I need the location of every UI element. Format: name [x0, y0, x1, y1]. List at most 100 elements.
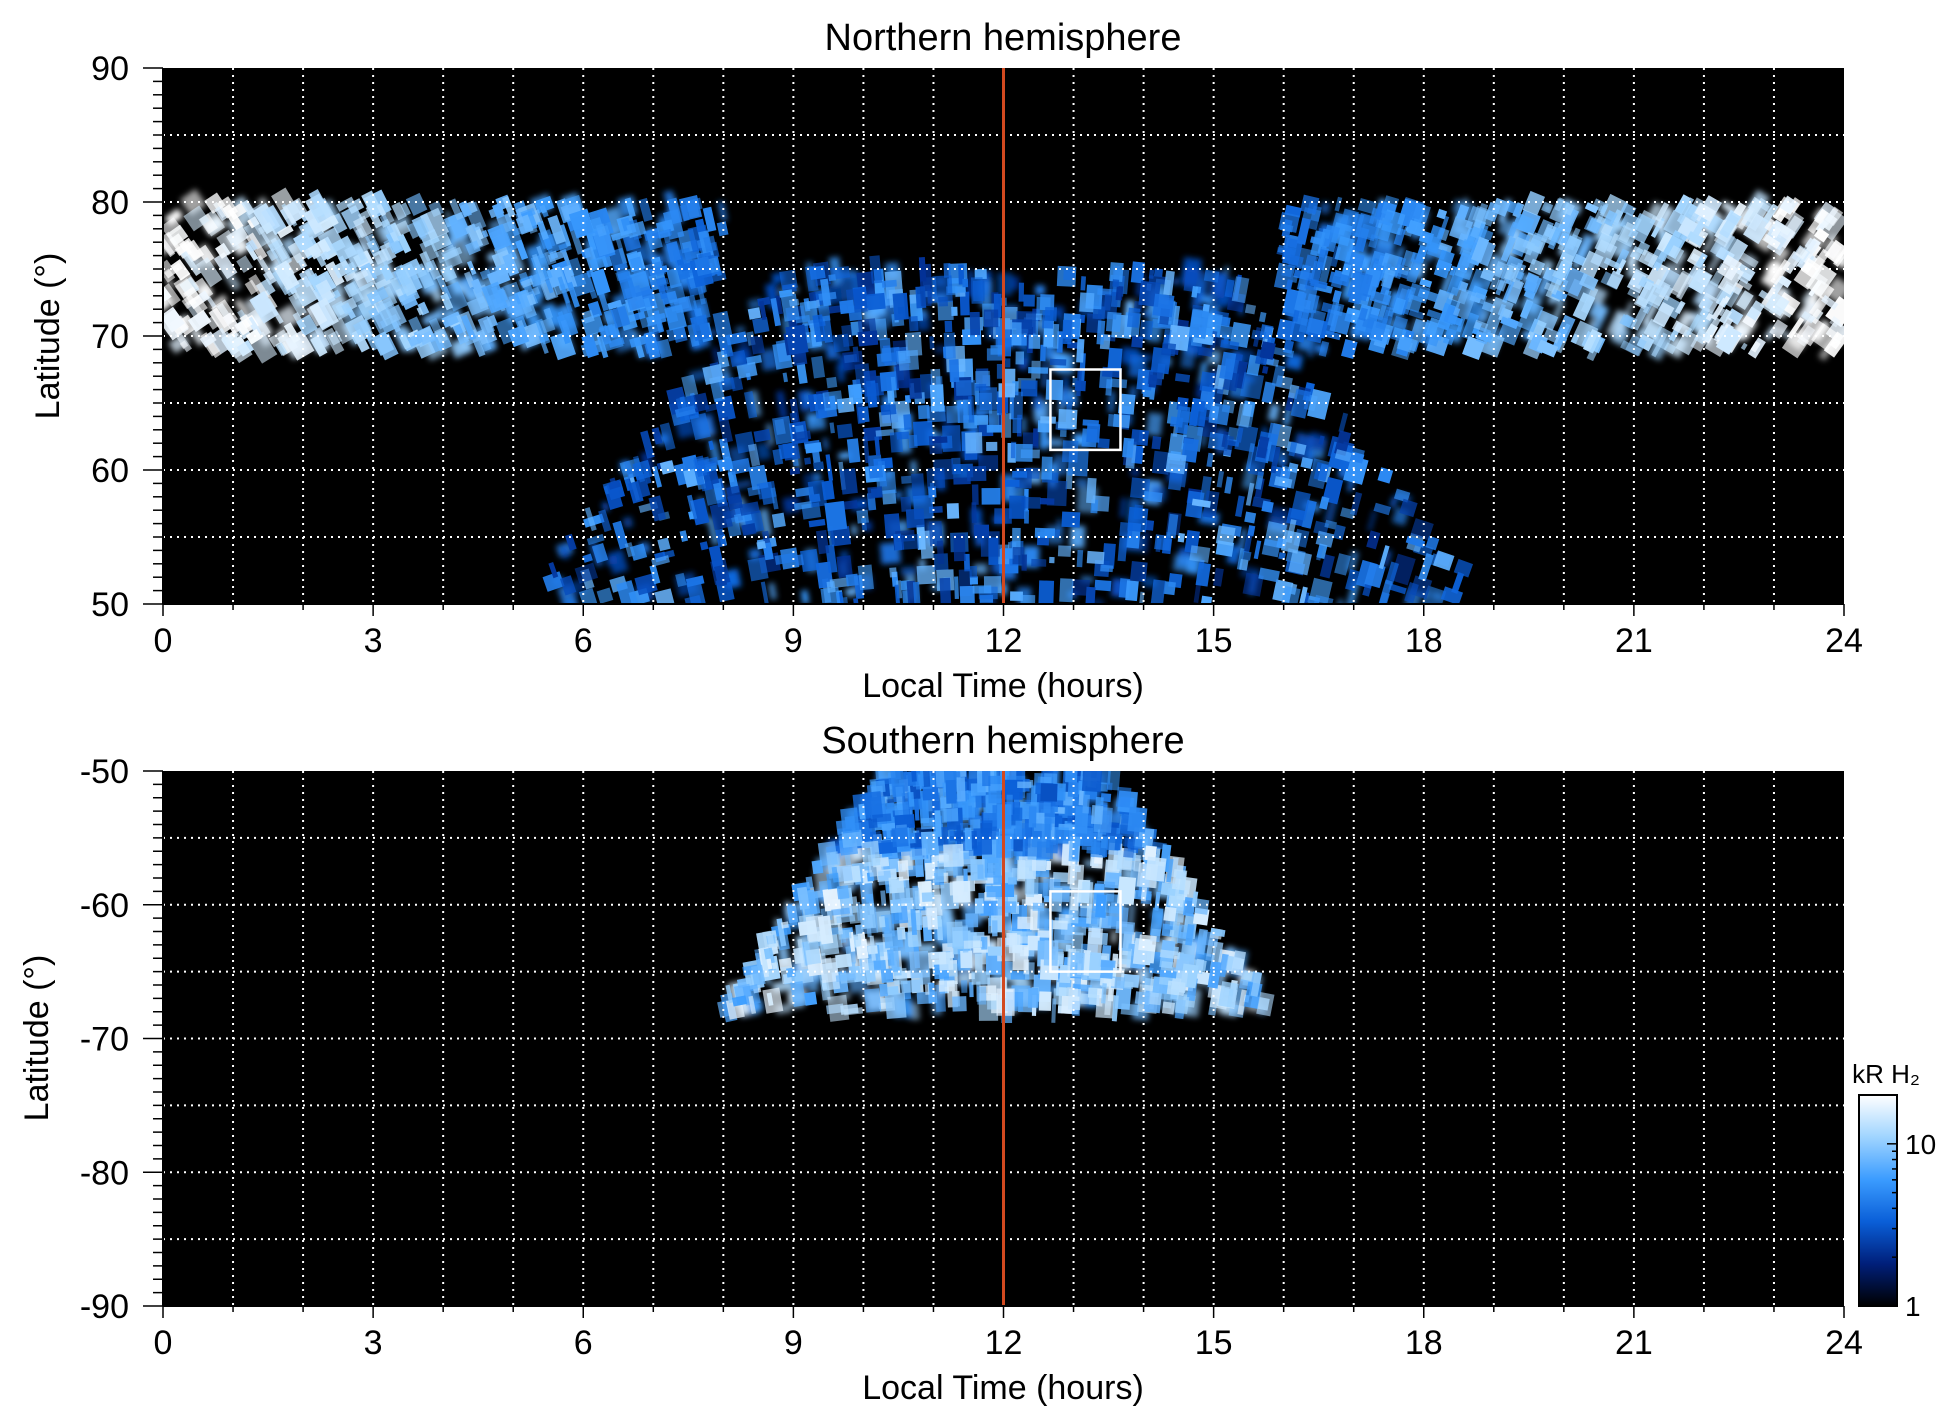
heat-cell: [939, 577, 952, 604]
heat-cell: [1138, 934, 1157, 952]
heat-cell: [1425, 224, 1446, 254]
y-tick-label: 90: [91, 50, 129, 88]
heat-cell: [1055, 829, 1070, 845]
heat-cell: [343, 282, 359, 298]
heat-cell: [1069, 952, 1085, 978]
heat-cell: [1538, 258, 1555, 277]
heat-cell: [973, 828, 993, 855]
heat-cell: [1328, 271, 1351, 287]
heat-cell: [1449, 216, 1474, 242]
heat-cell: [765, 423, 776, 446]
heat-cell: [686, 494, 698, 520]
heat-cell: [659, 460, 676, 475]
heat-cell: [1796, 325, 1816, 347]
heat-cell: [877, 460, 888, 487]
heat-cell: [1145, 519, 1155, 531]
heat-cell: [881, 279, 897, 288]
heat-cell: [862, 436, 870, 464]
heat-cell: [846, 438, 861, 463]
heat-cell: [372, 248, 389, 265]
heat-cell: [606, 549, 629, 575]
heat-cell: [891, 827, 909, 848]
heat-cell: [917, 404, 930, 420]
heat-cell: [1012, 471, 1028, 478]
heat-cell: [1161, 342, 1177, 357]
heat-cell: [1119, 497, 1126, 518]
heat-cell: [729, 349, 747, 368]
heat-cell: [1256, 436, 1270, 459]
heat-cell: [1641, 301, 1659, 327]
heat-cell: [887, 985, 899, 996]
heat-cell: [889, 945, 900, 972]
south-title: Southern hemisphere: [821, 720, 1184, 762]
heat-cell: [562, 264, 578, 289]
heat-cell: [1472, 205, 1496, 227]
heat-cell: [943, 332, 956, 360]
heat-cell: [1334, 553, 1351, 576]
heat-cell: [556, 312, 579, 339]
heat-cell: [654, 588, 675, 604]
heat-cell: [772, 415, 794, 445]
heat-cell: [1115, 786, 1132, 808]
heat-cell: [1770, 259, 1791, 286]
heat-cell: [341, 302, 353, 315]
x-tick-label: 9: [784, 622, 803, 660]
north-xlabel: Local Time (hours): [862, 667, 1144, 705]
heat-cell: [1651, 325, 1675, 351]
heat-cell: [266, 248, 279, 262]
heat-cell: [1288, 550, 1312, 576]
heat-cell: [1811, 248, 1831, 270]
heat-cell: [1777, 275, 1792, 288]
heat-cell: [944, 320, 953, 333]
heat-cell: [292, 231, 314, 253]
heat-cell: [687, 323, 700, 347]
heat-cell: [826, 376, 838, 389]
heat-cell: [550, 331, 577, 361]
heat-cell: [1676, 197, 1695, 224]
heat-cell: [610, 305, 631, 329]
heat-cell: [1287, 254, 1304, 270]
heat-cell: [916, 565, 937, 585]
heat-cell: [1191, 891, 1199, 908]
heat-cell: [986, 886, 1002, 898]
heat-cell: [1117, 393, 1136, 415]
heat-cell: [1316, 544, 1324, 561]
heat-cell: [626, 220, 647, 239]
heat-cell: [1088, 952, 1102, 980]
heat-cell: [1097, 438, 1110, 449]
heat-cell: [502, 196, 516, 218]
heat-cell: [1702, 316, 1721, 342]
heat-cell: [1451, 571, 1465, 594]
heat-cell: [1823, 331, 1844, 358]
x-tick-label: 6: [574, 622, 593, 660]
heat-cell: [1406, 219, 1426, 237]
heat-cell: [901, 475, 912, 484]
heat-cell: [984, 857, 1002, 878]
heat-cell: [685, 575, 705, 588]
heat-cell: [932, 436, 948, 444]
x-tick-label: 21: [1615, 1324, 1653, 1362]
heat-cell: [1694, 202, 1716, 222]
heat-cell: [1296, 217, 1311, 246]
heat-cell: [288, 293, 307, 317]
heat-cell: [213, 252, 238, 280]
heat-cell: [1746, 300, 1765, 321]
heat-cell: [880, 968, 894, 983]
heat-cell: [979, 387, 998, 411]
heat-cell: [1718, 308, 1733, 325]
heat-cell: [836, 555, 853, 579]
heat-cell: [170, 259, 191, 281]
heat-cell: [1705, 312, 1714, 322]
heat-cell: [1027, 935, 1040, 951]
heat-cell: [1134, 991, 1151, 1006]
heat-cell: [845, 587, 858, 597]
heat-cell: [1045, 379, 1064, 401]
heat-cell: [491, 203, 505, 219]
heat-cell: [226, 226, 250, 248]
heat-cell: [1034, 527, 1056, 539]
heat-cell: [1040, 416, 1057, 424]
heat-cell: [1318, 340, 1330, 357]
heat-cell: [929, 384, 945, 412]
heat-cell: [1247, 525, 1256, 537]
heat-cell: [943, 843, 964, 868]
